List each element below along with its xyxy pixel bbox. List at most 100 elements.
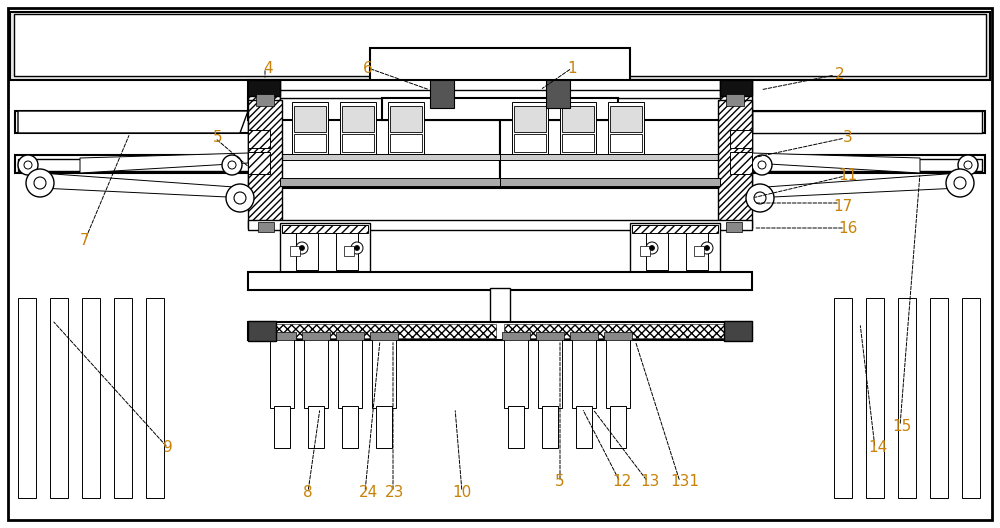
Polygon shape <box>18 111 248 133</box>
Text: 14: 14 <box>868 440 888 455</box>
Bar <box>720 80 752 96</box>
Circle shape <box>24 161 32 169</box>
Bar <box>376 406 392 448</box>
Bar <box>536 332 564 340</box>
Bar <box>248 98 752 120</box>
Bar <box>308 406 324 448</box>
Bar <box>294 106 326 132</box>
Bar <box>50 298 68 498</box>
Bar <box>248 321 276 341</box>
Bar <box>268 332 296 340</box>
Text: 23: 23 <box>385 485 405 499</box>
Polygon shape <box>40 173 248 198</box>
Bar <box>630 223 720 273</box>
Bar <box>15 155 255 173</box>
Bar <box>18 298 36 498</box>
Bar <box>248 272 752 290</box>
Bar <box>256 94 274 106</box>
Bar <box>282 225 368 233</box>
Bar <box>280 96 500 188</box>
Bar <box>610 406 626 448</box>
Circle shape <box>300 246 304 250</box>
Bar <box>608 102 644 154</box>
Text: 131: 131 <box>670 474 700 489</box>
Bar <box>248 100 282 228</box>
Text: 4: 4 <box>263 61 273 76</box>
Text: 7: 7 <box>80 233 90 248</box>
Circle shape <box>754 192 766 204</box>
Bar <box>342 134 374 152</box>
Circle shape <box>958 155 978 175</box>
Bar <box>632 225 718 233</box>
Circle shape <box>222 155 242 175</box>
Bar <box>546 80 570 108</box>
Bar <box>930 298 948 498</box>
Bar <box>342 406 358 448</box>
Circle shape <box>354 246 360 250</box>
Bar <box>248 152 270 174</box>
Bar <box>248 80 280 208</box>
Circle shape <box>752 155 772 175</box>
Bar <box>512 102 548 154</box>
Circle shape <box>234 192 246 204</box>
Bar <box>572 336 596 408</box>
Bar <box>374 50 626 94</box>
Bar <box>370 48 630 98</box>
Bar <box>274 406 290 448</box>
Bar <box>724 321 752 341</box>
Bar <box>514 134 546 152</box>
Bar <box>750 111 985 133</box>
Bar <box>500 96 720 188</box>
Bar <box>248 80 280 208</box>
Bar <box>248 130 270 148</box>
Bar <box>694 246 704 256</box>
Bar <box>640 246 650 256</box>
Text: 1: 1 <box>567 61 577 76</box>
Circle shape <box>650 246 654 250</box>
Bar <box>686 226 708 270</box>
Text: 3: 3 <box>843 130 853 145</box>
Bar <box>146 298 164 498</box>
Bar <box>610 106 642 132</box>
Text: 17: 17 <box>833 200 853 214</box>
Text: 8: 8 <box>303 485 313 499</box>
Bar <box>296 226 318 270</box>
Circle shape <box>18 155 38 175</box>
Circle shape <box>946 169 974 197</box>
Circle shape <box>646 242 658 254</box>
Bar <box>388 102 424 154</box>
Bar <box>280 178 500 186</box>
Bar <box>562 106 594 132</box>
Bar <box>338 336 362 408</box>
Bar <box>342 106 374 132</box>
Bar <box>730 152 752 174</box>
Bar <box>508 406 524 448</box>
Polygon shape <box>752 111 982 133</box>
Bar <box>114 298 132 498</box>
Bar <box>292 102 328 154</box>
Text: 5: 5 <box>555 474 565 489</box>
Bar <box>390 134 422 152</box>
Bar <box>898 298 916 498</box>
Circle shape <box>954 177 966 189</box>
Bar <box>962 298 980 498</box>
Text: 12: 12 <box>612 474 632 489</box>
Bar <box>560 102 596 154</box>
Bar <box>390 106 422 132</box>
Text: 10: 10 <box>452 485 472 499</box>
Bar <box>258 222 274 232</box>
Bar <box>752 159 982 171</box>
Bar <box>280 90 720 98</box>
Bar <box>15 111 250 133</box>
Bar <box>726 222 742 232</box>
Bar <box>718 100 752 228</box>
Bar <box>382 98 618 120</box>
Text: 2: 2 <box>835 68 845 82</box>
Bar <box>542 406 558 448</box>
Bar <box>562 134 594 152</box>
Bar <box>490 288 510 338</box>
Bar <box>730 130 752 148</box>
Circle shape <box>746 184 774 212</box>
Bar <box>726 94 744 106</box>
Bar <box>500 178 720 186</box>
